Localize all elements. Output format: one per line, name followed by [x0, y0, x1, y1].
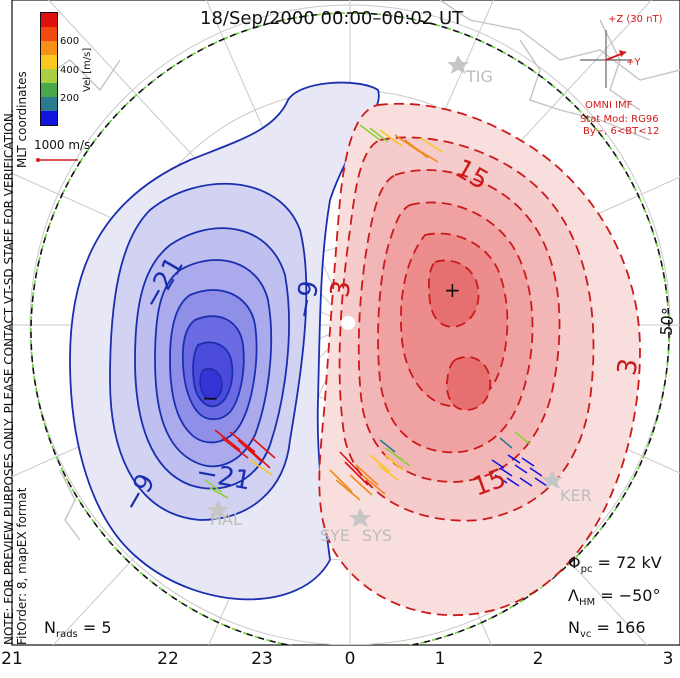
station-sye: SYE: [320, 526, 351, 545]
colorbar-swatch: [41, 13, 57, 27]
map-title: 18/Sep/2000 00:00–00:02 UT: [200, 8, 464, 29]
nrads-subscript: rads: [55, 629, 78, 641]
radar-count: Nrads = 5: [44, 618, 112, 640]
mlt-tick-23: 23: [251, 649, 273, 669]
velocity-vectors: [204, 124, 548, 501]
neg-contour-27: [199, 368, 223, 401]
nvc-subscript: vc: [579, 629, 592, 641]
imf-y-label: +Y: [626, 57, 641, 68]
colorbar-swatch: [41, 55, 57, 69]
colorbar-swatch: [41, 97, 57, 111]
station-hal: HAL: [210, 510, 242, 529]
colorbar-tick-400: 400: [60, 65, 80, 76]
colorbar-swatch: [41, 27, 57, 41]
stat-model: Stat Mod: RG96: [580, 114, 659, 125]
colorbar-swatch: [41, 83, 57, 97]
lambda-value: = −50°: [600, 586, 661, 605]
nvc-symbol: N: [568, 618, 580, 637]
fit-order-note: FitOrder: 8, mapEX format: [15, 487, 29, 645]
station-markers: [207, 55, 563, 527]
station-tig: TIG: [466, 67, 493, 86]
phi-symbol: Φ: [568, 553, 581, 572]
colorbar-swatch: [41, 111, 57, 125]
imf-source: OMNI IMF: [585, 100, 633, 111]
lambda-subscript: HM: [578, 597, 596, 609]
mlt-tick-22: 22: [157, 649, 179, 669]
lambda-symbol: Λ: [568, 586, 579, 605]
station-ker: KER: [560, 486, 592, 505]
preview-notice: NOTE: FOR PREVIEW PURPOSES ONLY. PLEASE …: [2, 109, 16, 645]
mlt-tick-1: 1: [434, 649, 446, 669]
coordinate-system-label: MLT coordinates: [15, 71, 29, 168]
colorbar-tick-200: 200: [60, 93, 80, 104]
hm-latitude: ΛHM = −50°: [568, 586, 660, 608]
cross-polar-potential: Φpc = 72 kV: [568, 553, 662, 575]
potential-min-marker: −: [202, 386, 219, 410]
nvc-value: = 166: [596, 618, 646, 637]
velocity-colorbar: [40, 12, 58, 126]
colorbar-swatch: [41, 69, 57, 83]
potential-max-marker: +: [444, 278, 461, 302]
imf-condition: By−, 6<BT<12: [583, 126, 660, 137]
phi-subscript: pc: [580, 564, 593, 576]
latitude-label: 50°: [656, 306, 678, 337]
mlt-tick-3: 3: [662, 649, 674, 669]
colorbar-title: Vel [m/s]: [82, 47, 93, 92]
hm-boundary-dark: [30, 12, 670, 645]
nrads-value: = 5: [82, 618, 112, 637]
pos-contour-18b: [446, 356, 492, 411]
vector-count: Nvc = 166: [568, 618, 646, 640]
imf-dial: [580, 30, 632, 88]
pos-contour-18a: [427, 259, 480, 328]
reference-vector-origin: [36, 158, 40, 162]
positive-cell: [318, 102, 641, 617]
mlt-tick-21: 21: [1, 649, 23, 669]
phi-value: = 72 kV: [597, 553, 662, 572]
negative-cell: [69, 81, 380, 601]
station-sys: SYS: [362, 526, 393, 545]
mlt-tick-2: 2: [532, 649, 544, 669]
nrads-symbol: N: [44, 618, 56, 637]
colorbar-tick-600: 600: [60, 36, 80, 47]
reference-vector-label: 1000 m/s: [34, 138, 91, 152]
pole-marker: [341, 316, 355, 330]
mlt-tick-0: 0: [344, 649, 356, 669]
colorbar-swatch: [41, 41, 57, 55]
imf-z-label: +Z (30 nT): [608, 14, 663, 25]
